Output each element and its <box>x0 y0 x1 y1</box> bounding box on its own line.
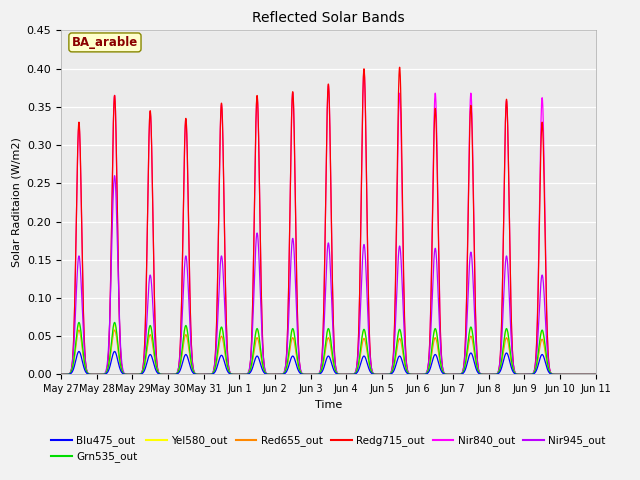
Legend: Blu475_out, Grn535_out, Yel580_out, Red655_out, Redg715_out, Nir840_out, Nir945_: Blu475_out, Grn535_out, Yel580_out, Red6… <box>47 431 610 467</box>
X-axis label: Time: Time <box>315 400 342 409</box>
Title: Reflected Solar Bands: Reflected Solar Bands <box>252 11 404 25</box>
Y-axis label: Solar Raditaion (W/m2): Solar Raditaion (W/m2) <box>11 137 21 267</box>
Text: BA_arable: BA_arable <box>72 36 138 49</box>
